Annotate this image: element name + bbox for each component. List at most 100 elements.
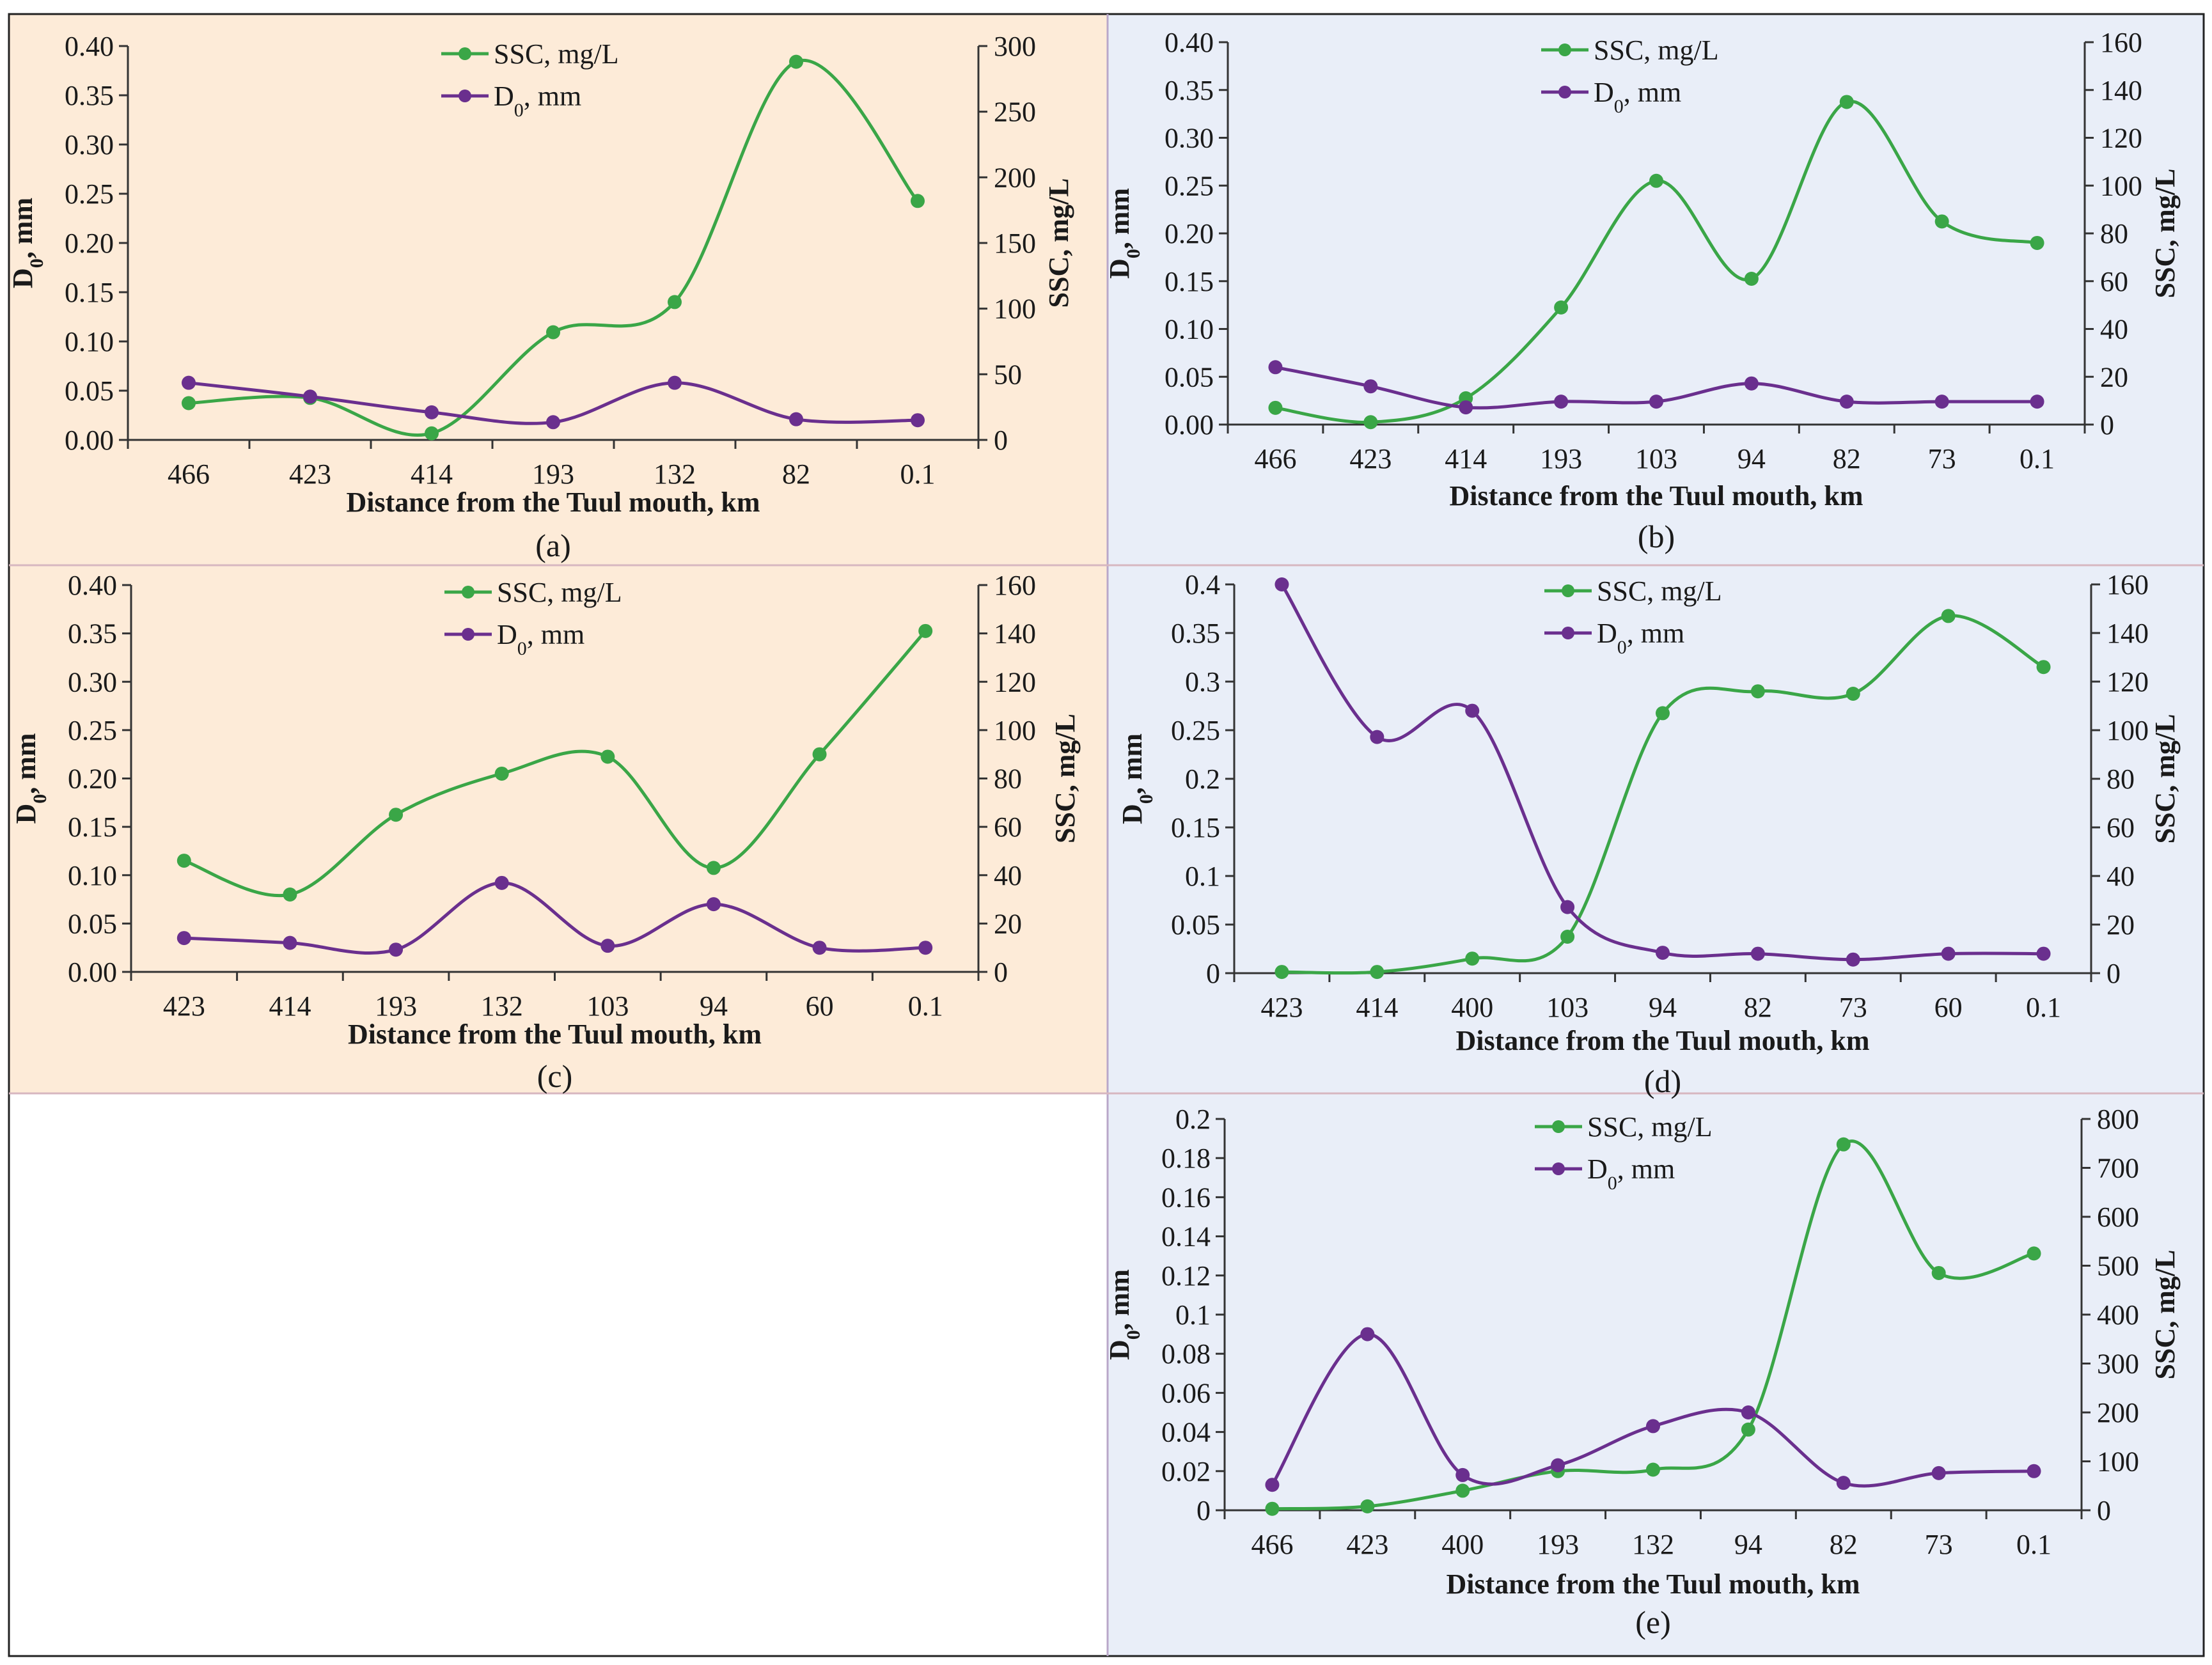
left-tick-label: 0.05 xyxy=(68,908,117,939)
d0-data-point xyxy=(1275,577,1289,591)
right-y-axis-title: SSC, mg/L xyxy=(2149,169,2181,299)
ssc-data-point xyxy=(1941,609,1956,623)
right-tick-label: 100 xyxy=(994,715,1036,746)
d0-data-point xyxy=(1649,395,1663,409)
x-tick-label: 466 xyxy=(1254,443,1296,474)
d0-data-point xyxy=(1941,946,1956,961)
d0-data-point xyxy=(1836,1476,1851,1490)
ssc-data-point xyxy=(2036,660,2051,675)
x-tick-label: 423 xyxy=(163,990,205,1022)
right-tick-label: 200 xyxy=(2097,1397,2139,1428)
ssc-data-point xyxy=(1649,173,1663,188)
ssc-series-line xyxy=(1272,1139,2035,1511)
d0-data-point xyxy=(425,405,439,419)
ssc-series-line xyxy=(1275,100,2038,424)
ssc-data-point xyxy=(1268,400,1283,415)
ssc-data-point xyxy=(600,749,615,764)
x-tick-label: 414 xyxy=(411,458,453,490)
x-axis-title: Distance from the Tuul mouth, km xyxy=(348,1019,762,1050)
d0-data-point xyxy=(1839,395,1854,409)
left-tick-label: 0.35 xyxy=(1171,618,1220,649)
legend-marker xyxy=(1558,43,1571,56)
figure-border xyxy=(8,13,2205,1657)
right-tick-label: 160 xyxy=(2106,569,2149,600)
left-tick-label: 0 xyxy=(1196,1495,1211,1526)
ssc-data-point xyxy=(1839,95,1854,109)
ssc-data-point xyxy=(389,808,404,822)
left-y-axis-title: D0, mm xyxy=(1104,188,1144,279)
legend-d0-label: D0, mm xyxy=(1594,77,1681,117)
right-tick-label: 100 xyxy=(2097,1446,2139,1478)
left-tick-label: 0.15 xyxy=(1171,812,1220,843)
x-tick-label: 0.1 xyxy=(2020,443,2055,474)
legend-ssc-label: SSC, mg/L xyxy=(1587,1111,1713,1143)
d0-data-point xyxy=(1265,1478,1280,1492)
x-tick-label: 414 xyxy=(269,990,311,1022)
left-tick-label: 0.1 xyxy=(1185,861,1220,892)
d0-data-point xyxy=(1455,1467,1470,1482)
left-tick-label: 0.25 xyxy=(1165,170,1214,201)
d0-series-line xyxy=(184,881,926,955)
d0-data-point xyxy=(2036,946,2051,961)
right-tick-label: 50 xyxy=(994,359,1022,390)
right-tick-label: 160 xyxy=(2100,27,2142,58)
left-tick-label: 0.06 xyxy=(1161,1377,1211,1409)
right-tick-label: 150 xyxy=(994,228,1036,259)
left-tick-label: 0.20 xyxy=(65,228,114,259)
d0-data-point xyxy=(1459,400,1473,415)
d0-data-point xyxy=(1741,1405,1755,1419)
ssc-data-point xyxy=(918,623,933,638)
d0-data-point xyxy=(303,389,317,404)
x-tick-label: 60 xyxy=(1934,992,1963,1023)
legend-d0-label: D0, mm xyxy=(1587,1153,1675,1194)
left-tick-label: 0.35 xyxy=(68,618,117,650)
x-tick-label: 400 xyxy=(1441,1529,1484,1560)
left-tick-label: 0.14 xyxy=(1161,1221,1211,1253)
d0-data-point xyxy=(706,897,721,912)
legend-marker xyxy=(1562,627,1574,639)
right-tick-label: 100 xyxy=(994,293,1036,325)
right-tick-label: 20 xyxy=(2106,909,2135,941)
left-tick-label: 0.20 xyxy=(68,763,117,795)
x-tick-label: 0.1 xyxy=(2026,992,2061,1023)
x-tick-label: 193 xyxy=(375,990,417,1022)
left-tick-label: 0.15 xyxy=(1165,266,1214,297)
right-tick-label: 120 xyxy=(994,666,1036,698)
x-tick-label: 60 xyxy=(806,990,834,1022)
legend-marker xyxy=(462,586,475,598)
right-tick-label: 40 xyxy=(2106,861,2135,892)
right-tick-label: 200 xyxy=(994,162,1036,193)
ssc-data-point xyxy=(1836,1137,1851,1152)
ssc-data-point xyxy=(1560,930,1575,944)
x-tick-label: 466 xyxy=(1251,1529,1293,1560)
left-tick-label: 0 xyxy=(1206,958,1220,989)
panel-b-background xyxy=(1108,14,2204,565)
x-tick-label: 103 xyxy=(1546,992,1588,1023)
ssc-data-point xyxy=(1360,1499,1375,1513)
left-tick-label: 0.05 xyxy=(1165,361,1214,393)
ssc-data-point xyxy=(1846,687,1860,701)
d0-data-point xyxy=(494,875,509,890)
d0-data-point xyxy=(546,415,560,430)
x-tick-label: 193 xyxy=(1537,1529,1579,1560)
right-tick-label: 600 xyxy=(2097,1201,2139,1233)
right-tick-label: 400 xyxy=(2097,1299,2139,1331)
ssc-data-point xyxy=(546,325,560,340)
legend-d0-label: D0, mm xyxy=(497,619,584,659)
right-tick-label: 80 xyxy=(2106,763,2135,795)
ssc-data-point xyxy=(494,766,509,781)
left-tick-label: 0.30 xyxy=(68,666,117,698)
right-tick-label: 0 xyxy=(994,957,1008,988)
right-tick-label: 120 xyxy=(2106,666,2149,698)
x-tick-label: 423 xyxy=(289,458,331,490)
left-tick-label: 0.18 xyxy=(1161,1143,1211,1174)
d0-data-point xyxy=(789,412,803,426)
right-y-axis-title: SSC, mg/L xyxy=(2149,714,2181,844)
left-tick-label: 0.1 xyxy=(1175,1299,1211,1331)
left-tick-label: 0.3 xyxy=(1185,666,1220,698)
right-tick-label: 60 xyxy=(2100,266,2128,297)
x-axis-title: Distance from the Tuul mouth, km xyxy=(1449,480,1863,512)
left-tick-label: 0.35 xyxy=(65,80,114,111)
right-tick-label: 700 xyxy=(2097,1153,2139,1184)
